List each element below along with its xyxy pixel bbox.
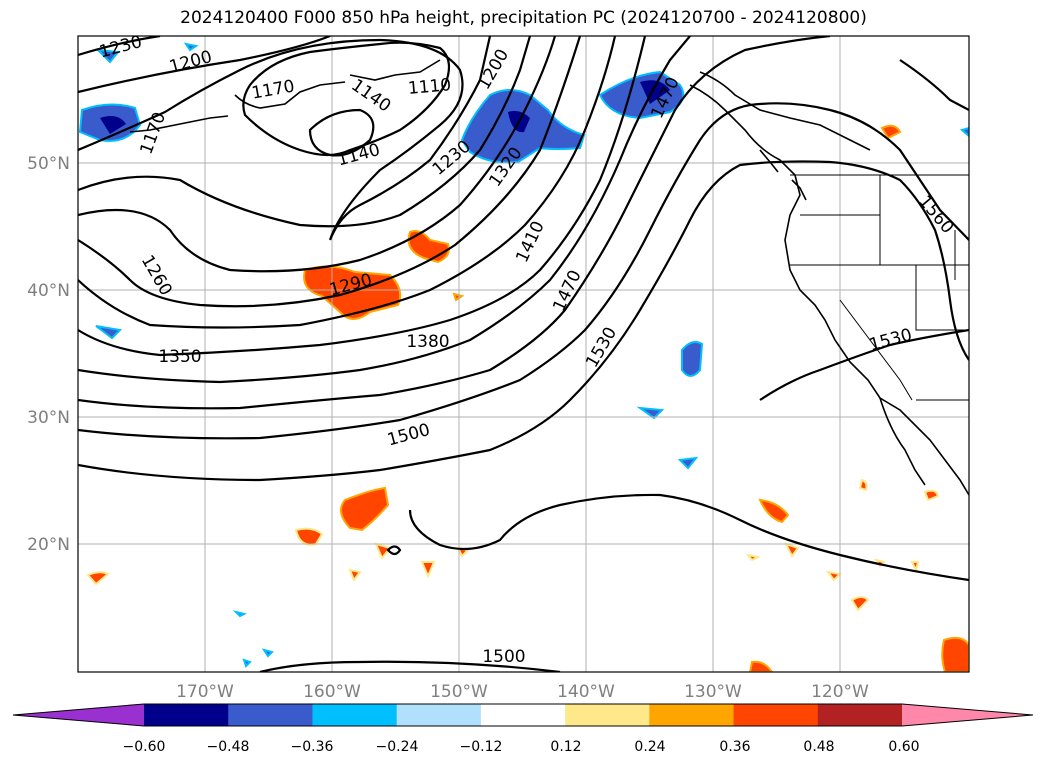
contour-label: 1380 [406, 332, 449, 352]
colorbar-swatch [312, 704, 398, 726]
colorbar [12, 703, 1034, 727]
lat-label: 20°N [27, 535, 70, 555]
colorbar-tick-label: 0.12 [550, 739, 581, 755]
height-contours [78, 36, 969, 672]
colorbar-tick-label: −0.60 [123, 739, 166, 755]
colorbar-swatch [480, 704, 566, 726]
map-gridlines [78, 36, 969, 672]
lon-label: 160°W [303, 682, 361, 702]
lon-label: 170°W [176, 682, 234, 702]
colorbar-outline [12, 703, 1034, 727]
plot-frame [77, 35, 970, 673]
longitude-labels: 170°W 160°W 150°W 140°W 130°W 120°W [176, 682, 869, 702]
lat-label: 30°N [27, 408, 70, 428]
lon-label: 150°W [430, 682, 488, 702]
lon-label: 130°W [684, 682, 742, 702]
lat-label: 50°N [27, 154, 70, 174]
colorbar-tick-label: 0.36 [719, 739, 750, 755]
lon-label: 140°W [557, 682, 615, 702]
colorbar-swatch [565, 704, 650, 726]
contour-label: 1350 [158, 347, 201, 367]
colorbar-swatch [396, 704, 482, 726]
colorbar-tick-label: −0.48 [207, 739, 250, 755]
lat-label: 40°N [27, 281, 70, 301]
colorbar-tick-label: −0.12 [460, 739, 503, 755]
lon-label: 120°W [811, 682, 869, 702]
colorbar-extend-max [902, 704, 1033, 726]
state-borders [790, 174, 969, 401]
colorbar-swatch [144, 704, 229, 726]
colorbar-swatch [733, 704, 819, 726]
contour-label: 1110 [407, 75, 452, 99]
map-title: 2024120400 F000 850 hPa height, precipit… [180, 8, 867, 28]
colorbar-swatch [817, 704, 903, 726]
colorbar-swatch [649, 704, 735, 726]
colorbar-swatch [228, 704, 313, 726]
colorbar-tick-label: −0.24 [376, 739, 419, 755]
colorbar-extend-min [13, 704, 144, 726]
contour-label: 1500 [482, 647, 525, 667]
latitude-labels: 50°N 40°N 30°N 20°N [27, 154, 70, 555]
colorbar-tick-label: 0.48 [803, 739, 834, 755]
colorbar-tick-label: 0.24 [634, 739, 665, 755]
colorbar-tick-label: 0.60 [888, 739, 919, 755]
colorbar-ticks: −0.60 −0.48 −0.36 −0.24 −0.12 0.12 0.24 … [123, 739, 920, 755]
colorbar-tick-label: −0.36 [291, 739, 334, 755]
